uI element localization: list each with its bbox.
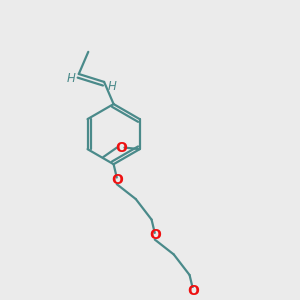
Text: O: O bbox=[116, 141, 127, 154]
Text: O: O bbox=[187, 284, 199, 298]
Text: H: H bbox=[66, 72, 75, 85]
Text: O: O bbox=[111, 173, 123, 187]
Text: H: H bbox=[108, 80, 116, 93]
Text: O: O bbox=[149, 228, 161, 242]
